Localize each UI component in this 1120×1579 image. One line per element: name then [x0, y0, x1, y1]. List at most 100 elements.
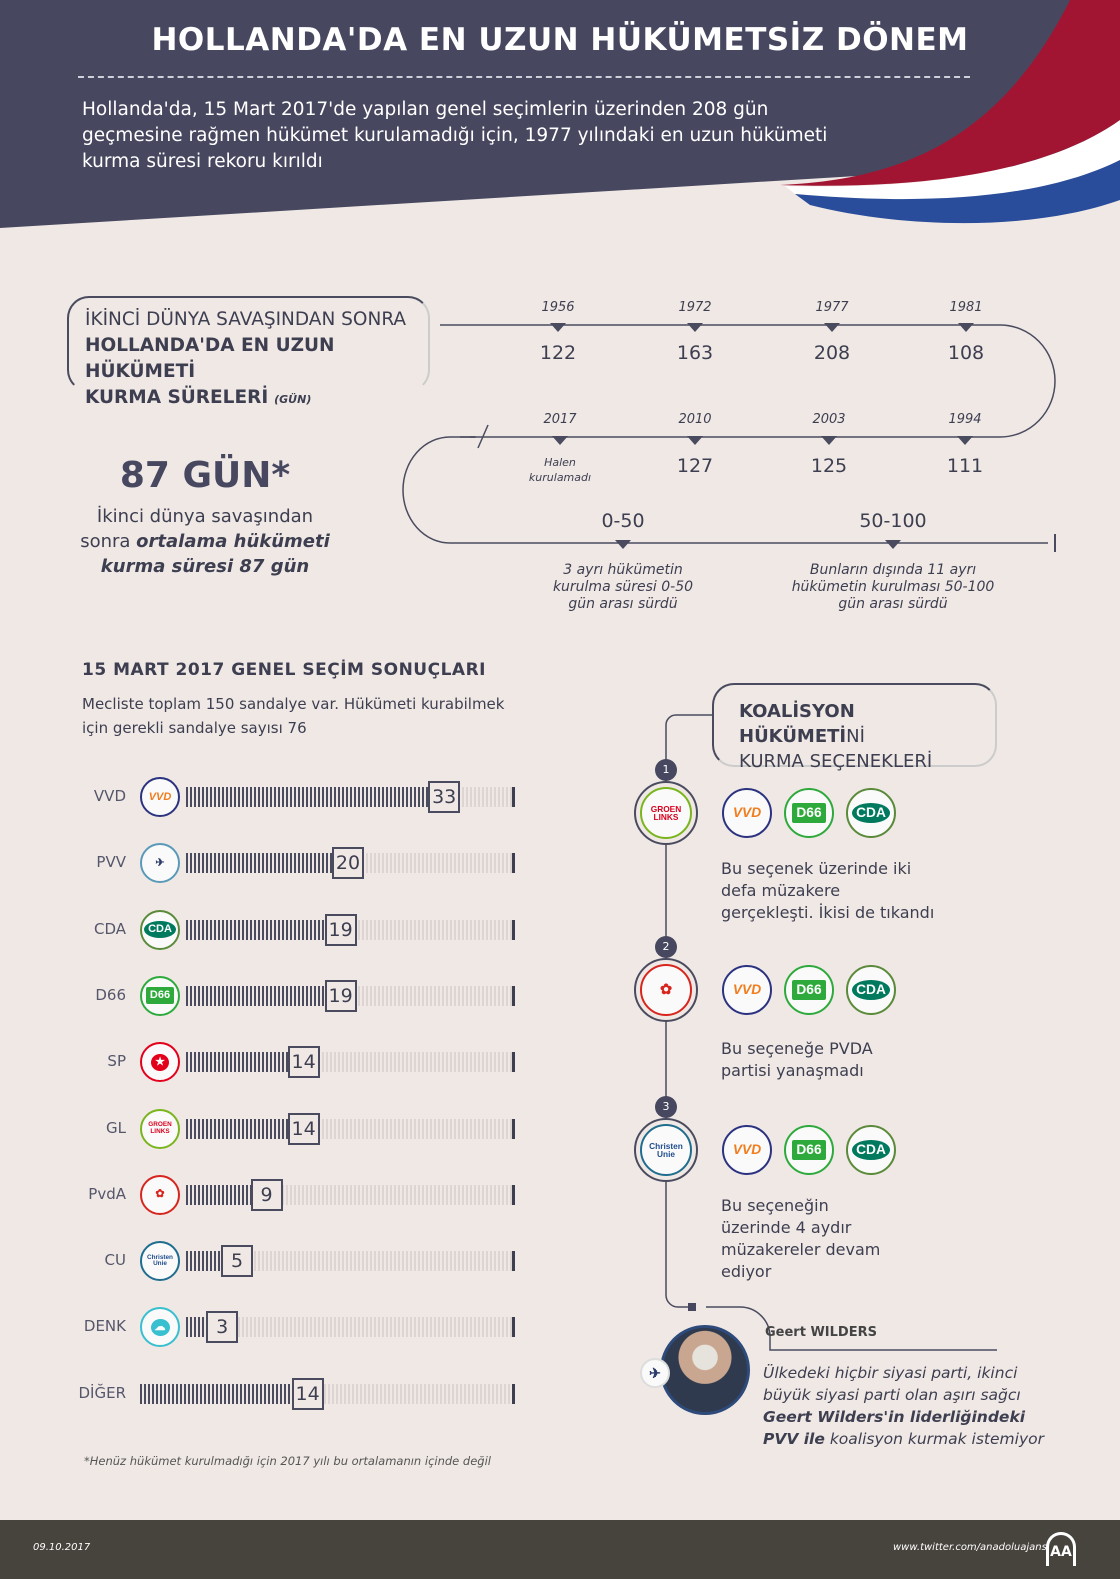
vvd-logo-icon: VVD: [722, 788, 772, 838]
timeline-days: 163: [676, 342, 714, 364]
d66-logo-text: D66: [792, 980, 826, 1000]
bar-row: CU Christen Unie 5: [0, 1239, 540, 1283]
party-label: SP: [107, 1052, 126, 1071]
bar-fill: [186, 853, 334, 874]
pvv-logo-text: ✈: [155, 856, 165, 869]
timeline-marker-icon: [958, 323, 974, 332]
coalition-title-box: KOALİSYON HÜKÜMETİNİ KURMA SEÇENEKLERİ: [712, 683, 997, 772]
aa-logo: AA: [1046, 1532, 1076, 1566]
vvd-logo-icon: VVD: [722, 965, 772, 1015]
sp-logo-icon: ★: [140, 1042, 180, 1083]
cda-logo-text: CDA: [852, 1140, 890, 1160]
d66-logo-text: D66: [145, 987, 175, 1005]
timeline-year: 1972: [678, 300, 712, 315]
flag-red-stripe: [780, 0, 1120, 186]
party-label: CU: [104, 1251, 126, 1270]
pvda-logo-text: ✿: [155, 1188, 165, 1201]
bar-row: GL GROEN LINKS 14: [0, 1107, 540, 1151]
footnote: *Henüz hükümet kurulmadığı için 2017 yıl…: [84, 1454, 491, 1468]
cda-logo-icon: CDA: [846, 1125, 896, 1175]
d66-logo-icon: D66: [784, 788, 834, 838]
timeline-marker-icon: [552, 436, 568, 445]
cda-logo-icon: CDA: [140, 909, 180, 950]
vvd-logo-text: VVD: [732, 1142, 762, 1158]
cda-logo-text: CDA: [852, 803, 890, 823]
bar-value: 19: [324, 913, 357, 946]
d66-logo-icon: D66: [784, 965, 834, 1015]
bar-fill: [186, 1317, 209, 1338]
timeline-year: 1981: [949, 300, 983, 315]
cu-logo-text: Christen Unie: [649, 1140, 683, 1159]
d66-logo-text: D66: [792, 803, 826, 823]
bar-fill: [186, 787, 431, 807]
party-label: GL: [106, 1118, 126, 1137]
timeline-days: 111: [946, 455, 984, 477]
pvv-logo-icon: ✈: [140, 843, 180, 884]
election-subtitle: Mecliste toplam 150 sandalye var. Hüküme…: [82, 695, 505, 737]
wilders-quote-end: koalisyon kurmak istemiyor: [824, 1430, 1044, 1448]
bar-track: [140, 1383, 512, 1404]
timeline-year: 2017: [543, 412, 577, 427]
sp-logo-text: ★: [151, 1053, 169, 1071]
bar-fill: [186, 1052, 290, 1073]
option-number-badge: 3: [655, 1096, 677, 1118]
bar-fill: [186, 919, 327, 940]
page-title: HOLLANDA'DA EN UZUN HÜKÜMETSİZ DÖNEM: [151, 22, 969, 58]
bar-value: 14: [287, 1112, 320, 1145]
bar-value: 14: [291, 1377, 324, 1410]
gl-logo-icon: GROEN LINKS: [640, 787, 692, 839]
party-label: DENK: [83, 1317, 126, 1336]
party-label: VVD: [93, 787, 126, 805]
footer-link[interactable]: www.twitter.com/anadoluajansi: [893, 1542, 1050, 1553]
vvd-logo-text: VVD: [732, 805, 762, 821]
average-desc-bold: ortalama hükümeti kurma süresi 87 gün: [100, 531, 330, 577]
timeline-lines: [402, 324, 1056, 552]
gl-logo-text: GROEN LINKS: [650, 803, 682, 822]
bar-value: 5: [221, 1245, 253, 1278]
option-text: Bu seçeneğe PVDA partisi yanaşmadı: [721, 1039, 873, 1080]
bar-end-tick: [512, 985, 515, 1006]
cu-logo-icon: Christen Unie: [640, 1124, 692, 1176]
coalition-title-suffix: Nİ: [846, 726, 865, 747]
timeline-title-line3: KURMA SÜRELERİ: [85, 387, 269, 408]
bar-end-tick: [512, 1251, 515, 1272]
pvda-logo-icon: ✿: [140, 1174, 180, 1215]
bar-end-tick: [512, 853, 515, 874]
flag-white-stripe: [785, 120, 1120, 200]
bar-row: D66 D66 19: [0, 974, 540, 1018]
cu-logo-text: Christen Unie: [147, 1253, 173, 1268]
wilders-quote: Ülkedeki hiçbir siyasi parti, ikinci büy…: [763, 1364, 1021, 1404]
bar-end-tick: [512, 919, 515, 940]
intro-text: Hollanda'da, 15 Mart 2017'de yapılan gen…: [82, 99, 828, 172]
bar-row: DENK ☁ 3: [0, 1305, 540, 1349]
timeline-title-line1: İKİNCİ DÜNYA SAVAŞINDAN SONRA: [85, 309, 407, 330]
timeline-year: 1994: [948, 412, 982, 427]
flag-blue-stripe: [795, 160, 1120, 224]
bar-end-tick: [512, 1118, 515, 1139]
gl-logo-text: GROEN LINKS: [148, 1121, 172, 1135]
header-banner: [0, 0, 1120, 228]
timeline-unit: (GÜN): [274, 393, 312, 406]
bar-value: 33: [428, 781, 461, 813]
range-note: Bunların dışında 11 ayrı hükümetin kurul…: [791, 562, 995, 612]
bar-value: 14: [287, 1046, 320, 1079]
bar-row: DİĞER 14: [0, 1372, 540, 1416]
timeline-title-box: İKİNCİ DÜNYA SAVAŞINDAN SONRA HOLLANDA'D…: [67, 296, 430, 408]
pvda-logo-text: ✿: [660, 981, 672, 998]
vvd-logo-icon: VVD: [140, 777, 180, 817]
cda-logo-icon: CDA: [846, 788, 896, 838]
option-text: Bu seçenek üzerinde iki defa müzakere ge…: [721, 859, 935, 922]
timeline-year: 1977: [815, 300, 849, 315]
timeline-note: Halen kurulamadı: [528, 456, 592, 484]
bar-row: PvdA ✿ 9: [0, 1173, 540, 1217]
footer-date: 09.10.2017: [33, 1542, 91, 1553]
timeline-marker-icon: [687, 436, 703, 445]
timeline-marker-icon: [550, 323, 566, 332]
coalition-title-bold: KOALİSYON HÜKÜMETİ: [739, 701, 855, 747]
average-desc: İkinci dünya savaşından sonra: [80, 506, 314, 552]
bar-row: VVD VVD 33: [0, 775, 540, 819]
timeline-days: 122: [539, 342, 577, 364]
party-label: CDA: [93, 919, 126, 938]
denk-logo-text: ☁: [150, 1318, 170, 1336]
pvda-logo-icon: ✿: [640, 964, 692, 1016]
